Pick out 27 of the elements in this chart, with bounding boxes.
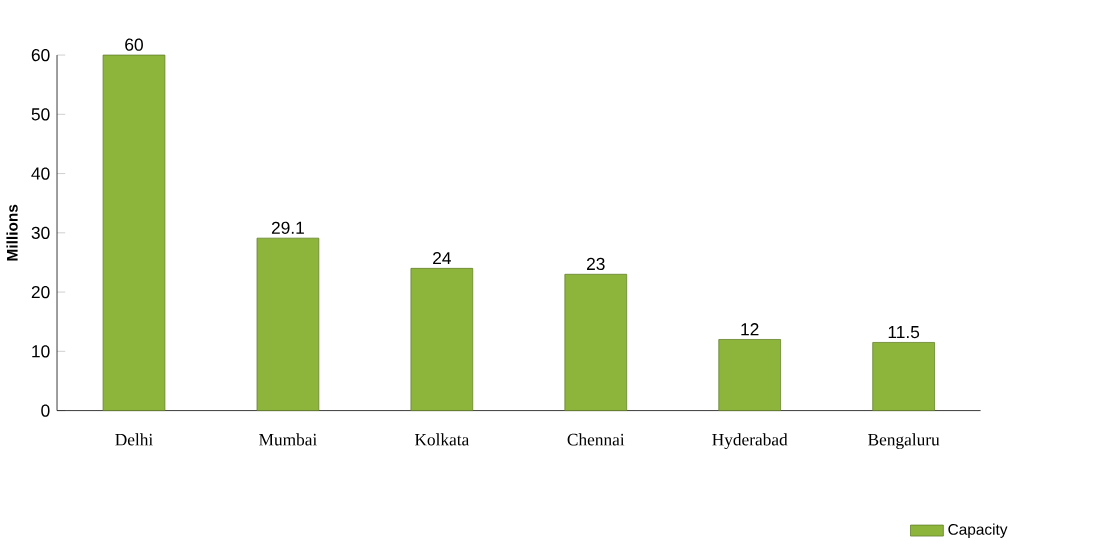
data-label: 23 (587, 257, 605, 270)
legend-label: Capacity (948, 523, 1008, 538)
bar (718, 338, 782, 411)
x-tick-label: Hyderabad (712, 433, 788, 449)
x-tick-label: Delhi (115, 433, 153, 446)
y-tick-label: 30 (31, 226, 50, 239)
bar (872, 341, 935, 411)
x-tick-label: Bengaluru (868, 433, 940, 449)
data-label: 60 (125, 38, 143, 51)
x-tick-label: Kolkata (414, 433, 470, 446)
bar (256, 237, 320, 411)
y-tick-label: 10 (32, 344, 50, 358)
data-label: 29.1 (271, 221, 304, 234)
y-axis-title: Millions (6, 204, 18, 261)
data-label: 11.5 (888, 325, 920, 338)
data-label: 24 (433, 251, 451, 264)
bar (410, 267, 474, 411)
y-tick-label: 20 (31, 285, 50, 299)
bar (564, 273, 628, 411)
y-tick-label: 40 (31, 167, 50, 180)
x-tick-label: Chennai (567, 433, 625, 446)
data-label: 12 (741, 322, 759, 336)
y-tick-label: 60 (31, 48, 50, 61)
x-tick-label: Mumbai (259, 433, 317, 446)
y-tick-label: 0 (41, 404, 50, 417)
bar (102, 54, 166, 411)
y-tick-label: 50 (31, 107, 50, 121)
